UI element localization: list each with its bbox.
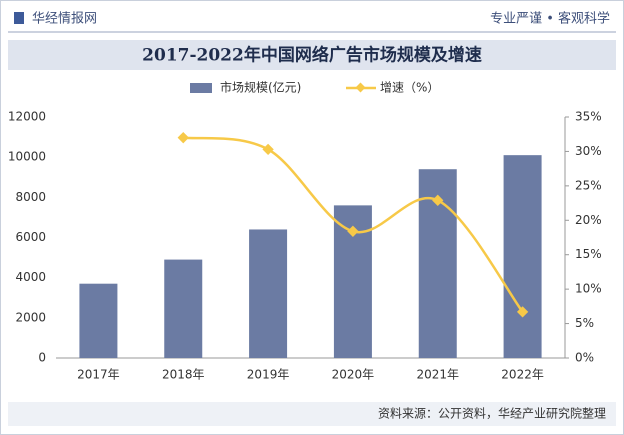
y-tick-label: 8000 xyxy=(15,190,46,204)
logo xyxy=(14,12,24,24)
brand: 华经情报网 xyxy=(32,12,97,27)
line-marker xyxy=(432,194,444,206)
slogan: 专业严谨 • 客观科学 xyxy=(490,11,610,27)
legend-label: 市场规模(亿元) xyxy=(220,80,301,95)
legend-label: 增速（%） xyxy=(380,81,439,95)
bar xyxy=(249,229,288,358)
x-tick-label: 2017年 xyxy=(77,368,120,382)
x-tick-label: 2020年 xyxy=(332,368,375,382)
y-tick-label: 4000 xyxy=(15,270,46,284)
title-band xyxy=(8,40,616,70)
legend-swatch xyxy=(190,83,212,93)
bar xyxy=(164,259,203,358)
y-tick-label: 12000 xyxy=(8,110,46,124)
y2-tick-label: 30% xyxy=(575,144,602,158)
y-tick-label: 0 xyxy=(38,351,46,365)
y2-tick-label: 20% xyxy=(575,213,602,227)
x-tick-label: 2019年 xyxy=(247,368,290,382)
line-marker xyxy=(262,143,274,156)
x-tick-label: 2018年 xyxy=(162,368,205,382)
y2-tick-label: 15% xyxy=(575,247,602,261)
line-marker xyxy=(177,132,189,144)
footer-band xyxy=(8,402,616,426)
y2-tick-label: 35% xyxy=(575,110,602,124)
y-tick-label: 2000 xyxy=(15,310,46,324)
line-marker xyxy=(516,306,529,318)
chart-title: 2017-2022年中国网络广告市场规模及增速 xyxy=(142,45,482,66)
line-marker xyxy=(347,225,359,237)
bar xyxy=(79,283,118,358)
x-tick-label: 2021年 xyxy=(416,368,459,382)
y2-tick-label: 5% xyxy=(575,316,594,330)
x-tick-label: 2022年 xyxy=(501,368,544,382)
y2-tick-label: 25% xyxy=(575,178,602,192)
y-tick-label: 10000 xyxy=(8,150,46,164)
y2-tick-label: 10% xyxy=(575,282,602,296)
source: 资料来源：公开资料，华经产业研究院整理 xyxy=(378,406,606,421)
y2-tick-label: 0% xyxy=(575,351,594,365)
bar xyxy=(503,155,542,358)
y-tick-label: 6000 xyxy=(15,230,46,244)
